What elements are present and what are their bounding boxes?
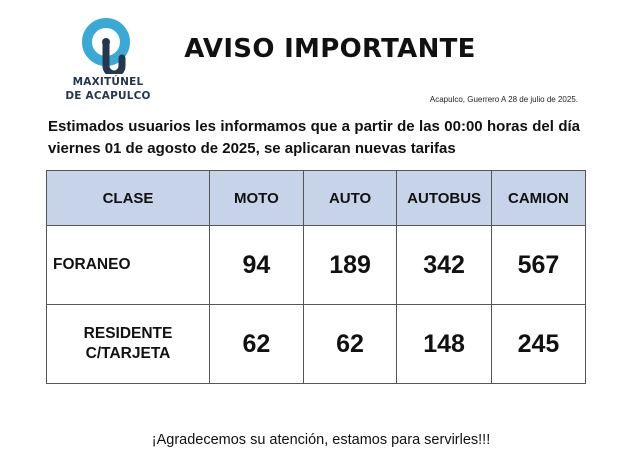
row-label-text: FORANEO [53, 256, 131, 273]
header-clase: CLASE [45, 170, 211, 226]
notice-intro: Estimados usuarios les informamos que a … [48, 118, 580, 157]
header-camion: CAMION [490, 170, 587, 226]
rate-cell: 567 [490, 225, 587, 305]
rate-cell: 148 [396, 304, 492, 384]
header-moto: MOTO [209, 170, 304, 226]
rate-cell: 94 [209, 225, 304, 305]
row-label-residente: RESIDENTE C/TARJETA [45, 304, 211, 384]
rate-cell: 189 [302, 225, 398, 305]
logo-text-line1: MAXITÚNEL [72, 76, 144, 88]
row-label-text: C/TARJETA [85, 345, 171, 362]
notice-date: Acapulco, Guerrero A 28 de julio de 2025… [429, 95, 578, 104]
company-logo: MAXITÚNEL DE ACAPULCO [56, 14, 160, 106]
rate-cell: 245 [490, 304, 587, 384]
row-label-text: RESIDENTE [83, 325, 173, 342]
table-header-row: CLASE MOTO AUTO AUTOBUS CAMION [45, 170, 587, 226]
rate-cell: 62 [209, 304, 304, 384]
toll-rates-table: CLASE MOTO AUTO AUTOBUS CAMION FORANEO 9… [45, 170, 587, 384]
row-label-foraneo: FORANEO [45, 225, 211, 305]
notice-title: AVISO IMPORTANTE [184, 34, 476, 64]
rate-cell: 342 [396, 225, 492, 305]
header-autobus: AUTOBUS [396, 170, 492, 226]
table-row: FORANEO 94 189 342 567 [45, 225, 587, 305]
maxitunel-q-icon [82, 18, 130, 74]
rate-cell: 62 [302, 304, 398, 384]
logo-text-line2: DE ACAPULCO [65, 90, 151, 102]
closing-message: ¡Agradecemos su atención, estamos para s… [151, 432, 491, 448]
table-row: RESIDENTE C/TARJETA 62 62 148 245 [45, 304, 587, 384]
header-auto: AUTO [302, 170, 398, 226]
